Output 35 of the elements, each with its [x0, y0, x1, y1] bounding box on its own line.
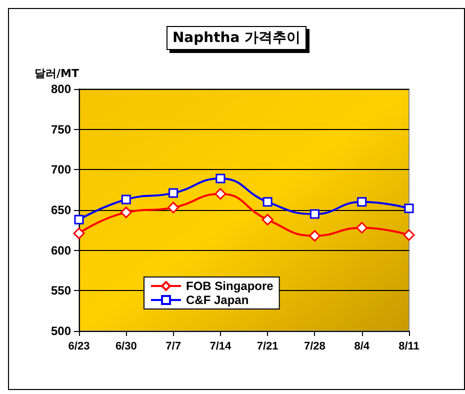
point [168, 202, 180, 214]
x-tick-label: 7/7 [166, 340, 181, 352]
x-tick-label: 8/4 [354, 340, 370, 352]
point [262, 197, 272, 207]
y-tick-label: 550 [50, 284, 72, 298]
legend-label: C&F Japan [186, 293, 249, 307]
y-axis-title: 달러/MT [34, 67, 80, 80]
point [356, 222, 368, 234]
point [168, 188, 178, 198]
point [214, 188, 226, 200]
x-tick-label: 6/23 [68, 340, 90, 352]
point [310, 209, 320, 219]
chart-title: Naphtha 가격추이 [172, 30, 301, 46]
point [121, 194, 131, 204]
y-tick-label: 700 [50, 162, 72, 177]
legend-label: FOB Singapore [186, 279, 274, 293]
point [262, 214, 274, 226]
point [120, 206, 132, 218]
point [73, 228, 85, 240]
y-tick-label: 650 [50, 203, 72, 217]
y-tick-label: 750 [50, 122, 72, 136]
x-tick-label: 7/21 [256, 340, 278, 352]
point [308, 230, 320, 242]
point [216, 174, 226, 184]
y-tick-label: 800 [50, 82, 72, 96]
point [357, 197, 367, 207]
point [403, 229, 415, 241]
x-tick-label: 7/28 [304, 340, 326, 352]
y-tick-label: 500 [50, 324, 72, 338]
x-tick-label: 7/14 [210, 340, 232, 352]
x-tick-label: 6/30 [115, 340, 137, 352]
y-tick-label: 600 [50, 243, 72, 258]
point [74, 214, 84, 224]
point [404, 204, 414, 214]
x-tick-label: 8/11 [398, 340, 420, 352]
